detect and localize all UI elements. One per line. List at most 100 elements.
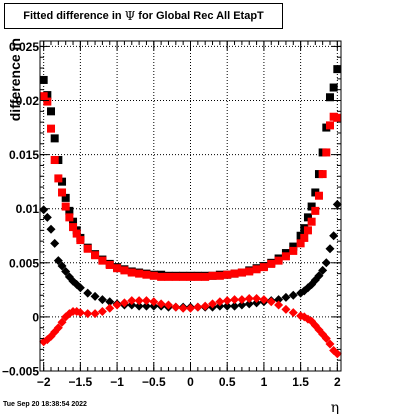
data-point (274, 300, 284, 310)
data-point (61, 193, 70, 202)
data-point (244, 299, 254, 309)
y-tick-label: 0.01 (16, 202, 40, 216)
data-point (281, 292, 291, 302)
data-point (76, 236, 85, 245)
data-point (333, 65, 342, 74)
data-point (58, 188, 67, 197)
data-point (332, 199, 342, 209)
data-point (281, 252, 290, 261)
x-tick-label: −1 (110, 375, 124, 389)
data-point (314, 191, 323, 200)
x-tick-label: 2 (334, 375, 341, 389)
data-point (266, 297, 276, 307)
x-axis-label: η (331, 400, 339, 414)
data-point (57, 317, 67, 327)
data-point (314, 271, 324, 281)
data-point (237, 300, 247, 310)
y-tick-label: 0.005 (9, 256, 39, 270)
title-psi-symbol: Ψ (124, 9, 136, 23)
data-point (97, 295, 107, 305)
data-point (215, 297, 225, 307)
data-point (53, 323, 63, 333)
data-point (186, 303, 195, 313)
data-point (252, 265, 261, 274)
data-point (329, 231, 339, 241)
data-point (112, 300, 122, 310)
data-point (42, 212, 52, 222)
data-point (39, 205, 49, 215)
tick-labels: −2 −1.5 −1 −0.5 0 0.5 1 1.5 2 −0.005 0 0.005 0.01 0.0… (2, 40, 341, 389)
data-point (43, 97, 52, 106)
series-3 (39, 294, 342, 359)
data-point (179, 272, 188, 281)
data-point (46, 224, 56, 234)
data-point (72, 229, 81, 238)
data-point (325, 244, 335, 254)
data-point (193, 272, 202, 281)
data-point (134, 296, 144, 306)
data-point (274, 295, 284, 305)
data-point (333, 113, 342, 122)
data-point (127, 268, 136, 277)
data-point (289, 246, 298, 255)
data-point (303, 213, 312, 222)
data-point (156, 299, 166, 309)
data-point (252, 294, 262, 304)
data-point (307, 202, 316, 211)
data-point (91, 251, 100, 260)
data-point (267, 259, 276, 268)
data-point (237, 295, 247, 305)
data-point (178, 303, 188, 313)
data-point (69, 217, 78, 226)
data-point (186, 272, 195, 281)
data-point (289, 242, 298, 251)
data-point (53, 256, 63, 266)
data-point (274, 256, 283, 265)
data-point (105, 303, 115, 313)
data-point (141, 296, 151, 306)
data-point (329, 83, 338, 92)
data-point (171, 302, 181, 312)
y-tick-label: 0 (32, 310, 39, 324)
x-tick-label: 1.5 (292, 375, 309, 389)
data-point (83, 244, 92, 253)
data-point (193, 302, 203, 312)
data-point (98, 256, 107, 265)
data-point (83, 309, 93, 319)
x-tick-label: 0.5 (219, 375, 236, 389)
data-point (90, 291, 100, 301)
data-point (105, 260, 114, 269)
data-point (321, 258, 331, 268)
data-point (171, 272, 180, 281)
data-point (65, 213, 74, 222)
data-point (321, 334, 331, 344)
series-2 (39, 199, 342, 312)
data-point (149, 297, 159, 307)
data-point (141, 301, 151, 311)
y-tick-label: 0.015 (9, 148, 39, 162)
data-point (281, 304, 291, 314)
data-point (288, 308, 298, 318)
data-point (200, 301, 210, 311)
data-point (303, 226, 312, 235)
data-point (142, 270, 151, 279)
y-tick-label: −0.005 (2, 365, 39, 379)
data-point (50, 156, 59, 165)
data-point (332, 349, 342, 359)
data-points (39, 65, 342, 359)
timestamp: Tue Sep 20 18:38:54 2022 (3, 401, 87, 408)
data-point (222, 296, 232, 306)
data-point (230, 295, 240, 305)
data-point (300, 233, 309, 242)
data-point (65, 206, 74, 215)
data-point (69, 223, 78, 232)
data-point (325, 339, 335, 349)
data-point (134, 301, 144, 311)
data-point (120, 266, 129, 275)
data-point (163, 300, 173, 310)
grid-lines (40, 41, 341, 372)
data-point (318, 265, 328, 275)
data-point (311, 206, 320, 215)
data-point (50, 134, 59, 143)
